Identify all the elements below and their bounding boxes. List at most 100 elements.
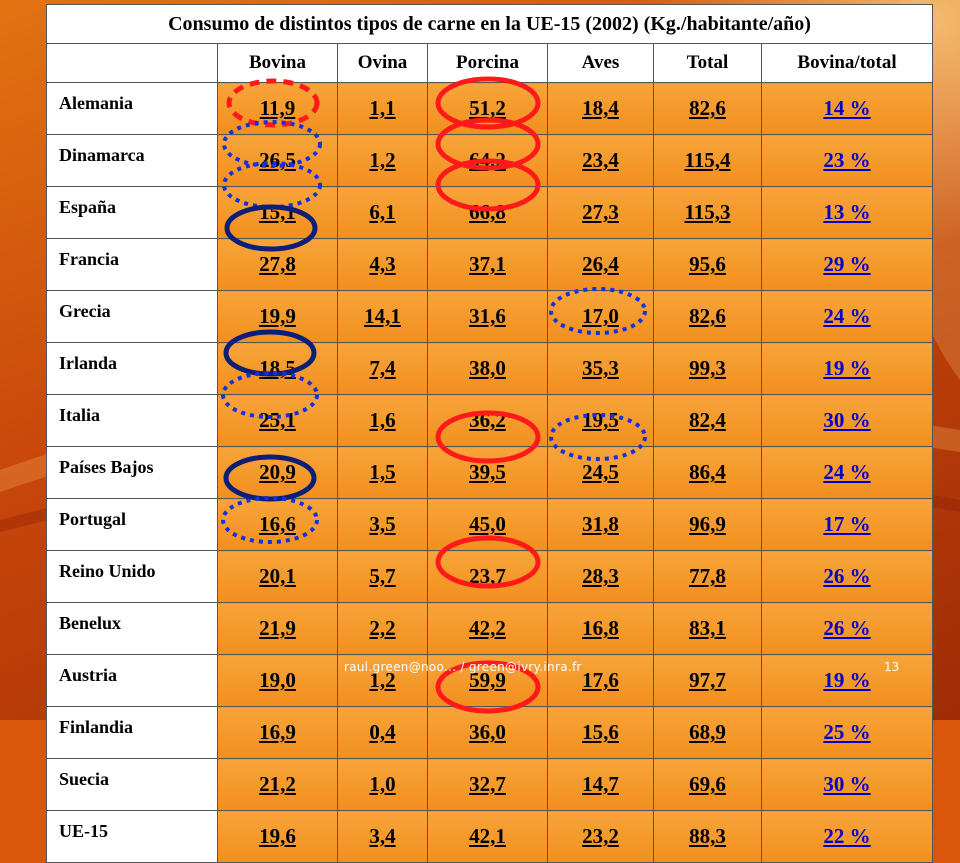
value-cell: 45,0: [427, 498, 548, 551]
table-row: Reino Unido 20,1 5,7 23,7 28,3 77,8 26 %: [46, 550, 934, 603]
value-cell: 42,2: [427, 602, 548, 655]
value-cell: 7,4: [337, 342, 428, 395]
value-cell: 95,6: [653, 238, 762, 291]
value-cell: 11,9: [217, 82, 338, 135]
ratio-cell: 13 %: [760, 186, 934, 239]
ratio-cell: 19 %: [760, 342, 934, 395]
table-row: Portugal 16,6 3,5 45,0 31,8 96,9 17 %: [46, 498, 934, 551]
ratio-cell: 24 %: [760, 446, 934, 499]
header-cell-total: Total: [653, 43, 762, 83]
value-cell: 27,3: [547, 186, 654, 239]
country-cell: Grecia: [46, 290, 218, 343]
value-cell: 42,1: [427, 810, 548, 863]
value-cell: 5,7: [337, 550, 428, 603]
value-cell: 0,4: [337, 706, 428, 759]
value-cell: 16,8: [547, 602, 654, 655]
country-cell: UE-15: [46, 810, 218, 863]
value-cell: 3,5: [337, 498, 428, 551]
value-cell: 16,6: [217, 498, 338, 551]
ratio-cell: 23 %: [760, 134, 934, 187]
ratio-cell: 25 %: [760, 706, 934, 759]
value-cell: 4,3: [337, 238, 428, 291]
country-cell: Portugal: [46, 498, 218, 551]
value-cell: 3,4: [337, 810, 428, 863]
value-cell: 1,1: [337, 82, 428, 135]
value-cell: 18,5: [217, 342, 338, 395]
country-cell: Dinamarca: [46, 134, 218, 187]
value-cell: 115,3: [653, 186, 762, 239]
header-cell-bovina: Bovina: [217, 43, 338, 83]
country-cell: Países Bajos: [46, 446, 218, 499]
footer-page-number: 13: [884, 660, 900, 674]
value-cell: 2,2: [337, 602, 428, 655]
value-cell: 23,7: [427, 550, 548, 603]
value-cell: 86,4: [653, 446, 762, 499]
table-body: Alemania 11,9 1,1 51,2 18,4 82,6 14 % Dinamarca…: [46, 82, 934, 863]
value-cell: 26,4: [547, 238, 654, 291]
ratio-cell: 30 %: [760, 394, 934, 447]
value-cell: 97,7: [653, 654, 762, 707]
value-cell: 23,4: [547, 134, 654, 187]
value-cell: 20,9: [217, 446, 338, 499]
ratio-cell: 29 %: [760, 238, 934, 291]
country-cell: Alemania: [46, 82, 218, 135]
value-cell: 1,0: [337, 758, 428, 811]
value-cell: 6,1: [337, 186, 428, 239]
table-row: UE-15 19,6 3,4 42,1 23,2 88,3 22 %: [46, 810, 934, 863]
country-cell: España: [46, 186, 218, 239]
value-cell: 19,5: [547, 394, 654, 447]
header-cell-aves: Aves: [547, 43, 654, 83]
table-row: Suecia 21,2 1,0 32,7 14,7 69,6 30 %: [46, 758, 934, 811]
ratio-cell: 30 %: [760, 758, 934, 811]
value-cell: 82,6: [653, 82, 762, 135]
value-cell: 24,5: [547, 446, 654, 499]
value-cell: 15,1: [217, 186, 338, 239]
value-cell: 27,8: [217, 238, 338, 291]
value-cell: 1,5: [337, 446, 428, 499]
value-cell: 66,8: [427, 186, 548, 239]
value-cell: 77,8: [653, 550, 762, 603]
value-cell: 38,0: [427, 342, 548, 395]
header-cell-porcina: Porcina: [427, 43, 548, 83]
country-cell: Reino Unido: [46, 550, 218, 603]
value-cell: 35,3: [547, 342, 654, 395]
table-row: Alemania 11,9 1,1 51,2 18,4 82,6 14 %: [46, 82, 934, 135]
value-cell: 1,6: [337, 394, 428, 447]
table-row: Dinamarca 26,5 1,2 64,2 23,4 115,4 23 %: [46, 134, 934, 187]
value-cell: 25,1: [217, 394, 338, 447]
table-header-row: Bovina Ovina Porcina Aves Total Bovina/t…: [46, 43, 934, 83]
footer-email: raul.green@noo... / green@ivry.inra.fr: [344, 660, 582, 674]
value-cell: 88,3: [653, 810, 762, 863]
value-cell: 17,0: [547, 290, 654, 343]
value-cell: 1,2: [337, 134, 428, 187]
table-row: Italia 25,1 1,6 36,2 19,5 82,4 30 %: [46, 394, 934, 447]
ratio-cell: 26 %: [760, 602, 934, 655]
value-cell: 115,4: [653, 134, 762, 187]
header-cell-empty: [46, 43, 218, 83]
table-row: Grecia 19,9 14,1 31,6 17,0 82,6 24 %: [46, 290, 934, 343]
country-cell: Austria: [46, 654, 218, 707]
table-row: Francia 27,8 4,3 37,1 26,4 95,6 29 %: [46, 238, 934, 291]
table-row: Irlanda 18,5 7,4 38,0 35,3 99,3 19 %: [46, 342, 934, 395]
value-cell: 26,5: [217, 134, 338, 187]
header-cell-bovina-total: Bovina/total: [760, 43, 934, 83]
ratio-cell: 19 %: [760, 654, 934, 707]
value-cell: 36,0: [427, 706, 548, 759]
value-cell: 21,2: [217, 758, 338, 811]
value-cell: 16,9: [217, 706, 338, 759]
value-cell: 51,2: [427, 82, 548, 135]
ratio-cell: 24 %: [760, 290, 934, 343]
value-cell: 96,9: [653, 498, 762, 551]
value-cell: 69,6: [653, 758, 762, 811]
country-cell: Irlanda: [46, 342, 218, 395]
ratio-cell: 22 %: [760, 810, 934, 863]
table-row: Finlandia 16,9 0,4 36,0 15,6 68,9 25 %: [46, 706, 934, 759]
country-cell: Suecia: [46, 758, 218, 811]
value-cell: 14,1: [337, 290, 428, 343]
table-row: Benelux 21,9 2,2 42,2 16,8 83,1 26 %: [46, 602, 934, 655]
table-title-row: Consumo de distintos tipos de carne en l…: [45, 4, 934, 44]
country-cell: Italia: [46, 394, 218, 447]
value-cell: 32,7: [427, 758, 548, 811]
value-cell: 15,6: [547, 706, 654, 759]
value-cell: 23,2: [547, 810, 654, 863]
